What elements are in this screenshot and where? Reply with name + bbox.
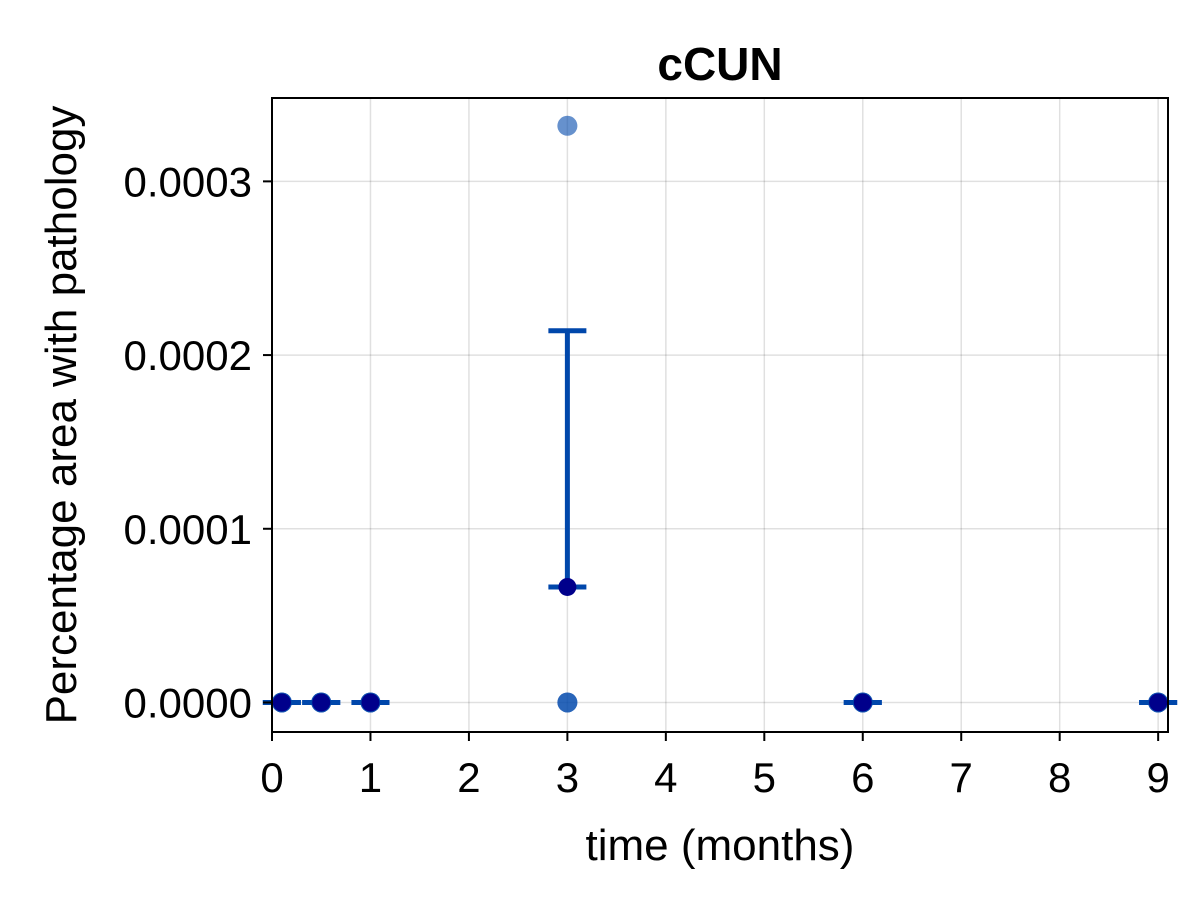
y-axis-label: Percentage area with pathology (37, 106, 86, 725)
x-tick-label: 1 (359, 754, 382, 801)
x-tick-label: 2 (457, 754, 480, 801)
x-tick-label: 5 (753, 754, 776, 801)
chart-title: cCUN (657, 38, 782, 90)
ticks: 0 1 2 3 4 5 6 7 8 9 0.0000 0.0001 0.0002 0.0003 (124, 158, 1170, 801)
mean-point (272, 693, 291, 712)
mean-point (312, 693, 331, 712)
grid (271, 98, 1168, 732)
data-point (557, 115, 578, 136)
mean-point (1149, 693, 1168, 712)
y-tick-label: 0.0000 (124, 679, 252, 726)
x-tick-label: 3 (556, 754, 579, 801)
x-tick-label: 6 (851, 754, 874, 801)
x-tick-label: 4 (654, 754, 677, 801)
data-layer (262, 115, 1178, 713)
y-tick-label: 0.0002 (124, 332, 252, 379)
x-tick-label: 8 (1048, 754, 1071, 801)
mean-point (558, 577, 577, 596)
x-tick-label: 9 (1146, 754, 1169, 801)
y-tick-label: 0.0003 (124, 158, 252, 205)
x-tick-label: 7 (950, 754, 973, 801)
mean-point (361, 693, 380, 712)
x-tick-label: 0 (260, 754, 283, 801)
plot-frame (271, 97, 1169, 733)
x-axis-label: time (months) (586, 821, 855, 870)
data-point (557, 692, 578, 713)
y-tick-label: 0.0001 (124, 506, 252, 553)
mean-point (853, 693, 872, 712)
